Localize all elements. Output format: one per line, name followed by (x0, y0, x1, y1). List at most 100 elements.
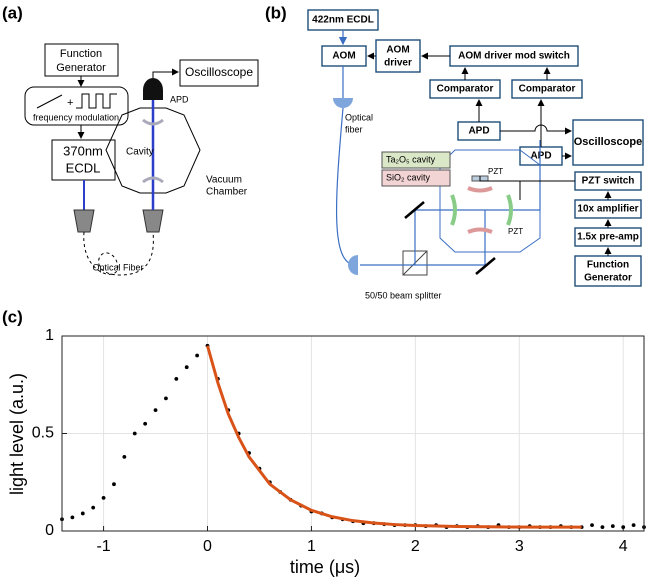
box (572, 119, 644, 166)
label: PZT (488, 167, 503, 176)
wire (479, 176, 575, 200)
box (375, 39, 421, 73)
data-point (184, 365, 189, 370)
label: APD (468, 126, 489, 137)
mirror (142, 176, 164, 184)
label: Oscilloscope (574, 136, 642, 148)
x-tick-label: 4 (619, 538, 628, 555)
label: Vacuum (206, 175, 242, 186)
x-tick-label: 3 (515, 538, 524, 555)
x-tick-label: 0 (203, 538, 212, 555)
fit-line (206, 345, 582, 529)
mirror (475, 257, 496, 275)
label: frequency modulation (33, 112, 119, 122)
label: PZT switch (582, 176, 635, 187)
y-tick-label: 1 (45, 327, 54, 344)
data-point (195, 353, 200, 358)
mirror (467, 227, 493, 234)
box (574, 255, 642, 287)
data-point (631, 523, 636, 528)
box (44, 43, 119, 77)
label: Oscilloscope (185, 65, 253, 79)
data-point (590, 523, 594, 528)
label: + (67, 97, 73, 109)
arrow (500, 124, 572, 135)
label: Optical Fiber (92, 262, 143, 272)
fiber-coupler (333, 98, 353, 108)
box (51, 139, 116, 181)
label: APD (530, 151, 551, 162)
data-point (112, 482, 116, 487)
label: Ta₂O₅ cavity (386, 154, 436, 164)
label: Chamber (206, 187, 248, 198)
label: 370nm (63, 143, 103, 158)
data-point (80, 511, 85, 516)
fiber (83, 231, 154, 276)
x-tick-label: -1 (96, 538, 110, 555)
vacuum-chamber (105, 107, 201, 194)
box (321, 45, 367, 67)
ramp (36, 94, 63, 109)
data-point (600, 525, 605, 529)
fiber-coupler (73, 209, 95, 233)
label: Generator (56, 62, 106, 74)
data-point (91, 505, 96, 510)
x-tick-label: 1 (307, 538, 316, 555)
mirror (404, 201, 425, 219)
label: SiO₂ cavity (386, 172, 431, 182)
label: Comparator (437, 84, 494, 95)
label: AOM (386, 45, 409, 56)
data-point (164, 396, 168, 401)
x-axis-label: time (μs) (290, 557, 360, 577)
data-point (174, 377, 179, 381)
apd (143, 78, 163, 100)
panel-label: (a) (2, 3, 23, 22)
mirror (506, 194, 513, 226)
mirror (450, 194, 457, 226)
label: driver (384, 58, 412, 69)
fiber (335, 107, 357, 266)
box (179, 59, 259, 87)
label: 50/50 beam splitter (365, 290, 442, 300)
box (381, 169, 451, 187)
box (24, 86, 129, 126)
label: AOM (332, 51, 355, 62)
panel-label: (c) (2, 307, 23, 326)
y-axis-label: light level (a.u.) (7, 373, 27, 495)
data-point (122, 455, 127, 459)
box (381, 151, 451, 169)
plot-frame (61, 335, 645, 532)
mirror (142, 118, 164, 126)
label: 10x amplifier (577, 204, 638, 215)
vacuum-chamber (439, 149, 541, 253)
label: 1.5x pre-amp (577, 232, 639, 243)
diagram-a: (a) Function Generator + frequency modul… (2, 3, 259, 276)
data-point (143, 421, 148, 426)
label: AOM driver mod switch (458, 51, 570, 62)
label: Generator (584, 273, 632, 284)
label: Optical (345, 112, 373, 122)
label: APD (170, 94, 189, 104)
data-point (70, 515, 75, 520)
y-tick-label: 0.5 (32, 425, 54, 442)
data-point (621, 525, 626, 529)
data-point (132, 431, 137, 436)
label: Cavity (126, 147, 154, 158)
data-point (101, 495, 106, 500)
arrow (152, 68, 179, 78)
label: Function (60, 48, 102, 60)
fiber-coupler (142, 209, 164, 233)
label: Function (587, 260, 629, 271)
x-tick-label: 2 (411, 538, 420, 555)
data-point (153, 408, 158, 412)
diagram-b: (b) 422nm ECDL AOM AOM driver AOM driver… (265, 3, 644, 300)
mirror (467, 186, 493, 193)
fiber-coupler (348, 255, 358, 275)
label: 422nm ECDL (312, 15, 374, 26)
chart: (c) time (μs) light level (a.u.) -1 0 1 2 3 4… (2, 307, 646, 577)
data-point (610, 524, 615, 529)
y-tick-label: 0 (45, 522, 54, 539)
square-wave (76, 93, 117, 109)
panel-label: (b) (265, 3, 287, 22)
